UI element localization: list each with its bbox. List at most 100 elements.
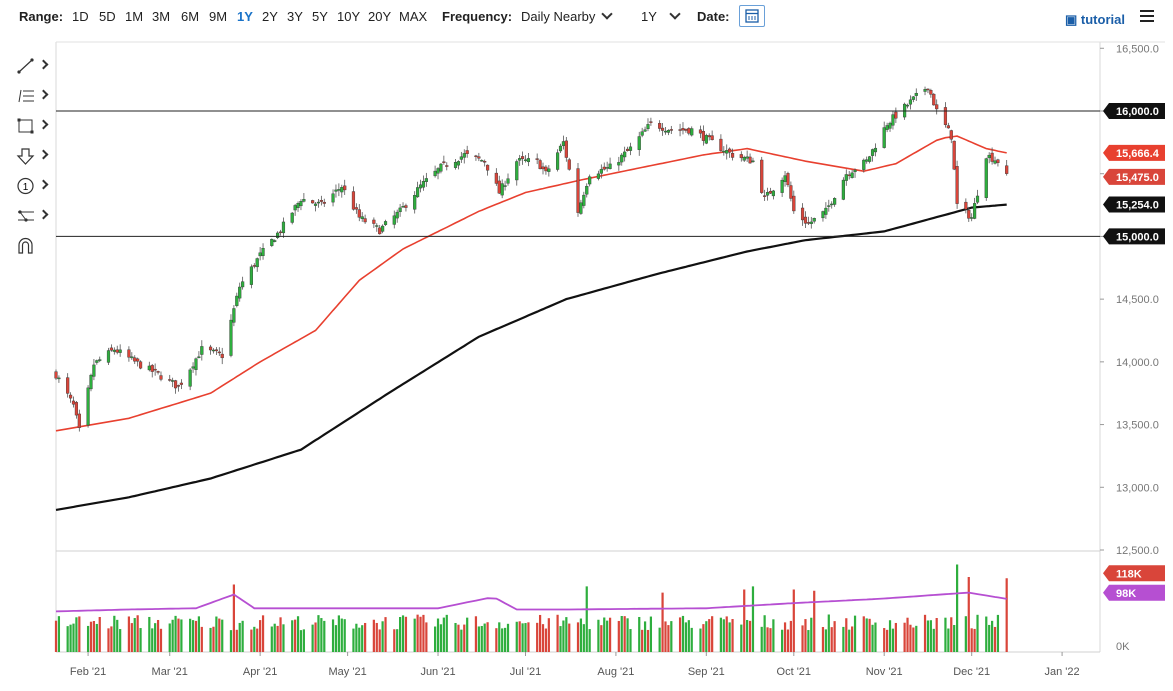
magnet-tool[interactable] — [12, 235, 52, 257]
volume-bar — [457, 624, 460, 652]
candle-body-down — [719, 138, 723, 151]
volume-bar — [463, 624, 466, 652]
candle-body-down — [74, 402, 78, 416]
range-1m[interactable]: 1M — [125, 9, 144, 24]
arrow-tool[interactable] — [12, 145, 52, 167]
volume-bar — [912, 627, 915, 652]
range-3y[interactable]: 3Y — [287, 9, 303, 24]
range-1y[interactable]: 1Y — [237, 9, 253, 24]
candle-body-up — [640, 131, 644, 136]
volume-tag-avg: 98K — [1103, 584, 1165, 601]
volume-bar — [343, 619, 346, 652]
candle-body-down — [363, 218, 367, 223]
candle-body-up — [401, 206, 405, 208]
volume-bar — [687, 620, 690, 652]
number-marker-tool[interactable]: 1 — [12, 175, 52, 197]
candle-body-up — [433, 170, 437, 177]
candle — [238, 282, 242, 302]
candle — [296, 201, 300, 212]
rectangle-tool[interactable] — [12, 115, 52, 137]
y-tick-label: 14,500.0 — [1116, 294, 1159, 306]
candle — [658, 120, 662, 132]
candle-body-up — [515, 161, 519, 181]
calendar-button[interactable] — [739, 5, 765, 27]
volume-bar — [454, 622, 457, 652]
candle-body-up — [841, 179, 845, 200]
frequency-select[interactable]: Daily Nearby — [521, 8, 614, 24]
candle — [462, 149, 466, 164]
candle — [666, 129, 670, 136]
volume-bar — [92, 621, 96, 652]
candle-body-up — [827, 205, 831, 207]
volume-bar — [259, 620, 262, 652]
candle — [558, 143, 563, 154]
range-6m[interactable]: 6M — [181, 9, 200, 24]
volume-bar — [781, 629, 784, 652]
range-9m[interactable]: 9M — [209, 9, 228, 24]
y-tick-label: 12,500.0 — [1116, 545, 1159, 557]
candle-body-down — [763, 195, 767, 197]
trend-line-icon — [17, 58, 34, 74]
candle-body-up — [413, 195, 417, 210]
period-select[interactable]: 1Y — [641, 8, 681, 24]
candle-body-up — [86, 387, 90, 426]
tutorial-link[interactable]: ▣ tutorial — [1065, 12, 1125, 28]
candle — [270, 238, 274, 248]
candle — [719, 134, 723, 152]
measure-tool[interactable] — [12, 205, 52, 227]
candle — [66, 373, 70, 398]
candle-body-up — [261, 247, 265, 256]
range-5d[interactable]: 5D — [99, 9, 116, 24]
range-5y[interactable]: 5Y — [312, 9, 328, 24]
candle-body-down — [894, 111, 898, 119]
candle — [704, 133, 708, 145]
volume-bar — [711, 616, 714, 652]
range-1d[interactable]: 1D — [72, 9, 89, 24]
candle-body-up — [229, 319, 233, 356]
candle — [911, 96, 915, 103]
range-max[interactable]: MAX — [399, 9, 428, 24]
candle-body-down — [54, 371, 58, 379]
candle-body-down — [669, 129, 673, 131]
candle-body-up — [518, 158, 522, 161]
volume-bar — [296, 616, 300, 652]
volume-bar — [524, 623, 527, 652]
candle — [646, 118, 650, 132]
range-20y[interactable]: 20Y — [368, 9, 392, 24]
price-chart[interactable]: 16,500.016,000.015,500.015,000.014,500.0… — [0, 36, 1173, 691]
candle — [200, 340, 204, 361]
volume-bar — [151, 628, 154, 652]
candle-body-down — [564, 140, 568, 158]
candle — [582, 191, 586, 209]
candle-body-up — [771, 190, 775, 197]
fibonacci-tool[interactable] — [12, 85, 52, 107]
candle — [935, 99, 939, 115]
candle-body-down — [214, 349, 218, 352]
candle-body-down — [404, 205, 408, 208]
volume-bar — [261, 615, 265, 652]
candle — [92, 358, 96, 381]
film-icon: ▣ — [1065, 12, 1081, 27]
candle — [768, 187, 773, 194]
menu-button[interactable] — [1140, 10, 1154, 22]
volume-bar — [728, 622, 731, 652]
price-tag-ma50-text: 15,666.4 — [1116, 148, 1160, 160]
candle — [357, 204, 361, 222]
trend-line-tool[interactable] — [12, 55, 52, 77]
candle-body-up — [424, 178, 428, 182]
range-2y[interactable]: 2Y — [262, 9, 278, 24]
volume-bar — [433, 626, 437, 652]
y-tick-label: 16,500.0 — [1116, 43, 1159, 55]
volume-bar — [751, 586, 755, 652]
range-10y[interactable]: 10Y — [337, 9, 361, 24]
candle — [208, 344, 213, 355]
candle-body-up — [870, 149, 875, 156]
candle — [964, 198, 968, 214]
range-3m[interactable]: 3M — [152, 9, 171, 24]
candle-body-up — [780, 179, 784, 193]
volume-bar — [888, 620, 892, 652]
candle-body-up — [89, 374, 93, 390]
candle-body-up — [255, 258, 259, 268]
volume-bar — [786, 629, 790, 652]
candle-body-down — [681, 128, 685, 131]
